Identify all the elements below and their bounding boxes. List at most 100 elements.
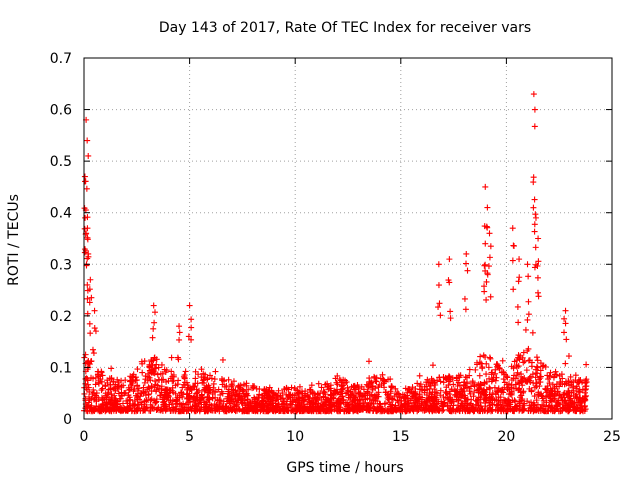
data-point [186,302,193,309]
data-point [183,408,190,415]
data-point [234,397,241,404]
data-point [97,376,104,383]
data-point [88,294,95,301]
data-point [531,228,538,235]
data-point [528,388,535,395]
data-point [85,402,92,409]
data-point [371,373,378,380]
data-point [182,368,189,375]
data-point [394,397,401,404]
data-point [90,375,97,382]
data-point [211,376,218,383]
data-point [470,393,477,400]
data-point [412,392,419,399]
data-point [534,357,541,364]
data-point [331,387,338,394]
data-point [131,402,138,409]
data-point [437,378,444,385]
data-point [387,388,394,395]
data-point [125,392,132,399]
data-point [327,382,334,389]
data-point [153,388,160,395]
data-point [483,360,490,367]
data-point [534,364,541,371]
data-point [416,372,423,379]
data-point [462,408,469,415]
data-point [462,383,469,390]
data-point [530,174,537,181]
data-point [516,274,523,281]
data-point [423,398,430,405]
data-point [399,402,406,409]
data-point [158,361,165,368]
data-point [558,394,565,401]
data-point [320,388,327,395]
data-point [384,392,391,399]
data-point [531,196,538,203]
data-point [524,398,531,405]
data-point [576,408,583,415]
data-point [153,356,160,363]
data-point [509,225,516,232]
data-point [495,389,502,396]
data-point [269,394,276,401]
data-point [167,375,174,382]
data-point [419,394,426,401]
data-point [421,387,428,394]
data-point [103,407,110,414]
data-point [317,405,324,412]
data-point [103,394,110,401]
data-point [531,106,538,113]
data-point [429,395,436,402]
data-point [240,387,247,394]
data-point [243,390,250,397]
data-point [85,250,92,257]
data-point [443,375,450,382]
data-point [456,374,463,381]
data-point [515,354,522,361]
data-point [528,399,535,406]
data-point [509,257,516,264]
data-point [364,405,371,412]
data-point [206,387,213,394]
data-points [81,91,590,415]
data-point [533,354,540,361]
data-point [176,392,183,399]
data-point [530,91,537,98]
data-point [306,394,313,401]
data-point [317,390,324,397]
data-point [296,383,303,390]
data-point [95,407,102,414]
data-point [173,397,180,404]
data-point [176,323,183,330]
data-point [444,402,451,409]
data-point [256,391,263,398]
data-point [533,407,540,414]
data-point [466,366,473,373]
data-point [510,243,517,250]
data-point [437,312,444,319]
data-point [114,401,121,408]
data-point [510,286,517,293]
data-point [485,364,492,371]
data-point [201,408,208,415]
data-point [89,346,96,353]
data-point [249,382,256,389]
data-point [494,362,501,369]
data-point [486,375,493,382]
data-point [206,395,213,402]
data-point [84,386,91,393]
data-point [529,329,536,336]
data-point [477,394,484,401]
data-point [378,408,385,415]
data-point [205,405,212,412]
data-point [387,376,394,383]
data-point [372,397,379,404]
data-point [224,395,231,402]
data-point [134,382,141,389]
data-point [558,371,565,378]
y-tick-label: 0 [63,412,72,428]
data-point [251,394,258,401]
data-point [464,396,471,403]
data-point [516,402,523,409]
